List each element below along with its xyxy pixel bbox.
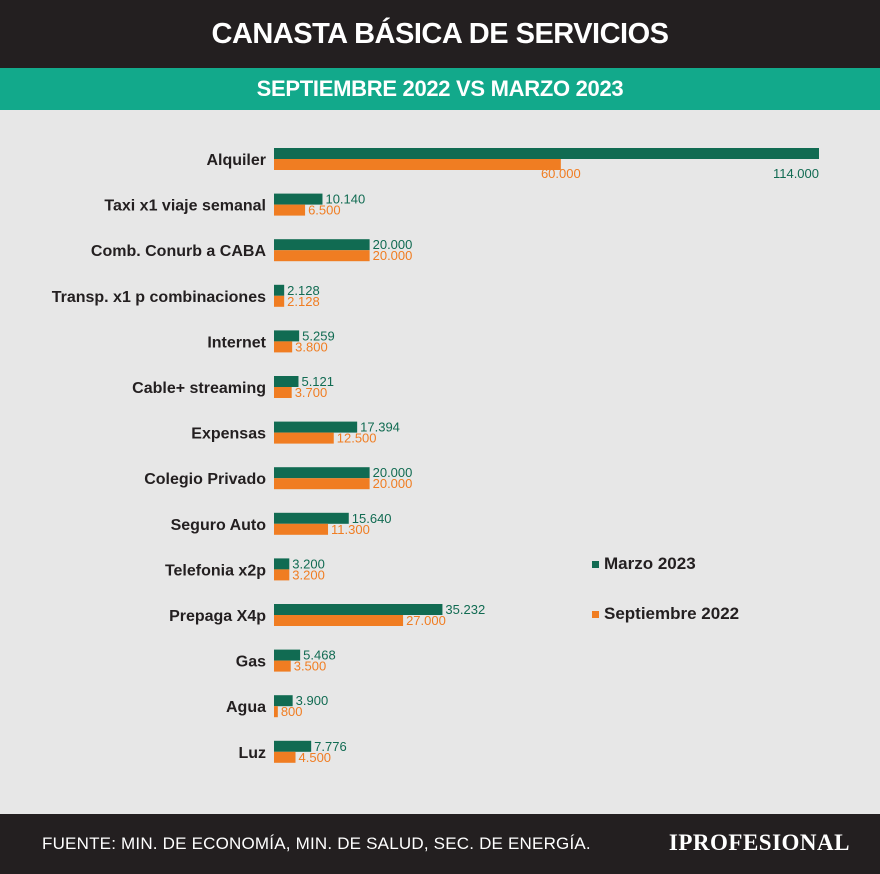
category-label: Telefonia x2p [165, 562, 266, 579]
category-label: Luz [238, 745, 266, 762]
bar-septiembre-2022 [274, 751, 296, 763]
data-label: 114.000 [773, 166, 819, 181]
bar-marzo-2023 [274, 284, 285, 296]
category-label: Cable+ streaming [132, 380, 266, 397]
bar-marzo-2023 [274, 421, 358, 433]
bar-chart: Alquiler 114.000 60.000 Taxi x1 viaje seman… [52, 148, 819, 765]
data-label: 5.468 [303, 648, 336, 663]
page-subtitle: SEPTIEMBRE 2022 VS MARZO 2023 [0, 68, 880, 110]
bar-marzo-2023 [274, 695, 293, 707]
bar-marzo-2023 [274, 512, 349, 524]
bar-septiembre-2022 [274, 569, 290, 581]
source-note: FUENTE: MIN. DE ECONOMÍA, MIN. DE SALUD,… [42, 834, 591, 853]
data-label: 2.128 [287, 294, 320, 309]
bar-marzo-2023 [274, 330, 300, 342]
category-label: Comb. Conurb a CABA [91, 243, 267, 260]
data-label: 2.128 [287, 283, 320, 298]
data-label: 17.394 [360, 420, 400, 435]
data-label: 3.800 [295, 339, 328, 354]
bar-septiembre-2022 [274, 250, 370, 262]
data-label: 5.121 [301, 374, 334, 389]
bar-septiembre-2022 [274, 706, 278, 718]
category-label: Internet [207, 334, 266, 351]
data-label: 35.232 [445, 602, 485, 617]
data-label: 60.000 [541, 166, 581, 181]
bar-septiembre-2022 [274, 387, 292, 398]
bar-marzo-2023 [274, 467, 370, 479]
bar-septiembre-2022 [274, 660, 291, 672]
legend-swatch [592, 611, 599, 618]
footer: FUENTE: MIN. DE ECONOMÍA, MIN. DE SALUD,… [0, 814, 880, 874]
data-label: 5.259 [302, 328, 335, 343]
bar-marzo-2023 [274, 193, 323, 205]
bar-septiembre-2022 [274, 523, 329, 535]
data-label: 10.140 [325, 192, 365, 207]
data-label: 4.500 [299, 750, 332, 765]
bar-marzo-2023 [274, 649, 301, 661]
data-label: 15.640 [352, 511, 392, 526]
legend-label: Septiembre 2022 [604, 604, 739, 623]
bar-septiembre-2022 [274, 295, 285, 307]
data-label: 3.900 [296, 693, 329, 708]
data-label: 3.500 [294, 659, 327, 674]
legend-label: Marzo 2023 [604, 554, 696, 573]
data-label: 3.200 [292, 556, 325, 571]
bar-septiembre-2022 [274, 341, 293, 353]
category-label: Colegio Privado [144, 471, 266, 488]
category-label: Expensas [191, 426, 266, 443]
bar-marzo-2023 [274, 148, 819, 159]
bar-marzo-2023 [274, 604, 443, 615]
data-label: 20.000 [373, 237, 413, 252]
data-label: 6.500 [308, 203, 341, 218]
bar-marzo-2023 [274, 558, 290, 570]
bar-marzo-2023 [274, 239, 370, 251]
category-label: Prepaga X4p [169, 608, 266, 625]
bar-septiembre-2022 [274, 159, 561, 170]
bar-septiembre-2022 [274, 615, 404, 626]
category-label: Gas [236, 654, 266, 671]
data-label: 11.300 [331, 522, 370, 537]
category-label: Seguro Auto [171, 517, 267, 534]
bar-septiembre-2022 [274, 432, 334, 444]
bar-marzo-2023 [274, 740, 312, 752]
data-label: 3.200 [292, 567, 325, 582]
data-label: 12.500 [337, 431, 377, 446]
data-label: 20.000 [373, 248, 413, 263]
category-label: Agua [226, 699, 266, 716]
page-title: CANASTA BÁSICA DE SERVICIOS [0, 0, 880, 68]
data-label: 3.700 [295, 385, 328, 400]
category-label: Taxi x1 viaje semanal [104, 198, 266, 215]
legend-swatch [592, 561, 599, 568]
data-label: 20.000 [373, 476, 413, 491]
bar-septiembre-2022 [274, 478, 370, 490]
bar-septiembre-2022 [274, 204, 306, 216]
category-label: Alquiler [206, 152, 266, 169]
data-label: 20.000 [373, 465, 413, 480]
data-label: 7.776 [314, 739, 347, 754]
category-label: Transp. x1 p combinaciones [52, 289, 266, 306]
data-label: 800 [281, 704, 303, 719]
data-label: 27.000 [406, 613, 446, 628]
bar-marzo-2023 [274, 376, 299, 387]
brand-logo: IPROFESIONAL [668, 830, 850, 855]
